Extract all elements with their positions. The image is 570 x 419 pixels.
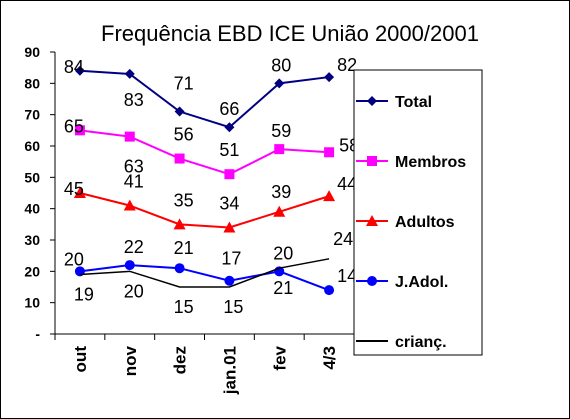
data-point bbox=[224, 122, 235, 133]
legend: Total Membros Adultos J.Adol. crianç. bbox=[353, 69, 483, 356]
data-point bbox=[323, 190, 336, 202]
data-point bbox=[224, 169, 235, 180]
data-label: 65 bbox=[64, 116, 84, 136]
legend-entry: Total bbox=[395, 94, 432, 111]
data-point bbox=[324, 285, 335, 296]
series-lines bbox=[73, 65, 336, 296]
data-label: 63 bbox=[124, 157, 144, 177]
series-line-0 bbox=[79, 69, 330, 129]
legend-swatch-marker bbox=[367, 156, 377, 166]
data-point bbox=[74, 125, 85, 136]
data-point bbox=[274, 78, 285, 89]
x-tick-label: 4/3 bbox=[320, 346, 339, 370]
data-point bbox=[124, 260, 135, 271]
data-label: 15 bbox=[223, 297, 243, 317]
data-label: 83 bbox=[124, 90, 144, 110]
y-tick-label: 80 bbox=[24, 75, 40, 91]
legend-swatch-marker bbox=[367, 96, 377, 106]
data-label: 71 bbox=[174, 74, 194, 94]
legend-swatch-marker bbox=[367, 276, 377, 286]
data-label: 20 bbox=[64, 249, 84, 269]
data-label: 21 bbox=[174, 238, 194, 258]
data-point bbox=[73, 187, 86, 198]
data-label: 15 bbox=[174, 297, 194, 317]
y-tick-label: 20 bbox=[24, 263, 40, 279]
data-label: 21 bbox=[273, 278, 293, 298]
data-point bbox=[124, 68, 135, 79]
series-line-1 bbox=[79, 129, 330, 176]
data-label: 56 bbox=[174, 125, 194, 145]
data-label: 41 bbox=[124, 172, 144, 192]
y-tick-label: 10 bbox=[24, 295, 40, 311]
data-label: 20 bbox=[124, 281, 144, 301]
data-label: 17 bbox=[221, 249, 241, 269]
y-tick-label: 40 bbox=[24, 201, 40, 217]
data-point bbox=[123, 199, 136, 211]
legend-entry: crianç. bbox=[395, 334, 447, 351]
y-tick-label: 50 bbox=[24, 169, 40, 185]
data-label: 59 bbox=[271, 121, 291, 141]
data-label: 39 bbox=[271, 182, 291, 202]
data-label: 22 bbox=[124, 237, 144, 257]
data-point bbox=[74, 65, 85, 76]
data-label: 35 bbox=[174, 190, 194, 210]
legend-entry: Adultos bbox=[395, 214, 455, 231]
chart-title: Frequência EBD ICE União 2000/2001 bbox=[101, 21, 479, 46]
data-label: 84 bbox=[64, 57, 84, 77]
chart-axes: - 10 20 30 40 50 60 70 80 90 out nov dez jan.01 fev 4/3 bbox=[24, 44, 355, 395]
data-point bbox=[224, 275, 235, 286]
data-label: 14 bbox=[337, 266, 357, 286]
data-point bbox=[174, 106, 185, 117]
data-label: 19 bbox=[74, 284, 94, 304]
data-label: 80 bbox=[271, 55, 291, 75]
x-tick-label: dez bbox=[171, 346, 190, 374]
x-tick-label: jan.01 bbox=[220, 346, 239, 395]
legend-entry: J.Adol. bbox=[395, 274, 448, 291]
data-point bbox=[273, 205, 286, 217]
y-tick-label: - bbox=[35, 326, 40, 342]
data-label: 82 bbox=[337, 55, 357, 75]
series-line-2 bbox=[79, 192, 330, 229]
series-line-3 bbox=[79, 264, 330, 292]
data-label: 20 bbox=[273, 243, 293, 263]
data-point bbox=[324, 72, 335, 83]
x-tick-label: fev bbox=[270, 345, 289, 370]
data-point bbox=[223, 221, 236, 233]
data-label: 44 bbox=[337, 174, 357, 194]
data-point bbox=[174, 263, 185, 274]
data-label: 66 bbox=[219, 99, 239, 119]
legend-box bbox=[353, 69, 483, 356]
data-point bbox=[324, 147, 335, 158]
data-point bbox=[124, 131, 135, 142]
series-line-4 bbox=[79, 258, 330, 288]
y-tick-label: 90 bbox=[24, 44, 40, 60]
x-tick-label: nov bbox=[121, 345, 140, 376]
y-tick-label: 70 bbox=[24, 107, 40, 123]
data-label: 51 bbox=[219, 140, 239, 160]
data-point bbox=[173, 218, 186, 230]
data-label: 34 bbox=[219, 193, 239, 213]
data-label: 45 bbox=[64, 179, 84, 199]
legend-entry: Membros bbox=[395, 154, 466, 171]
x-tick-label: out bbox=[71, 346, 90, 373]
y-tick-label: 30 bbox=[24, 232, 40, 248]
data-point bbox=[274, 144, 285, 155]
data-label: 24 bbox=[333, 229, 353, 249]
y-tick-label: 60 bbox=[24, 138, 40, 154]
legend-swatch-marker bbox=[366, 215, 378, 226]
data-point bbox=[174, 153, 185, 164]
